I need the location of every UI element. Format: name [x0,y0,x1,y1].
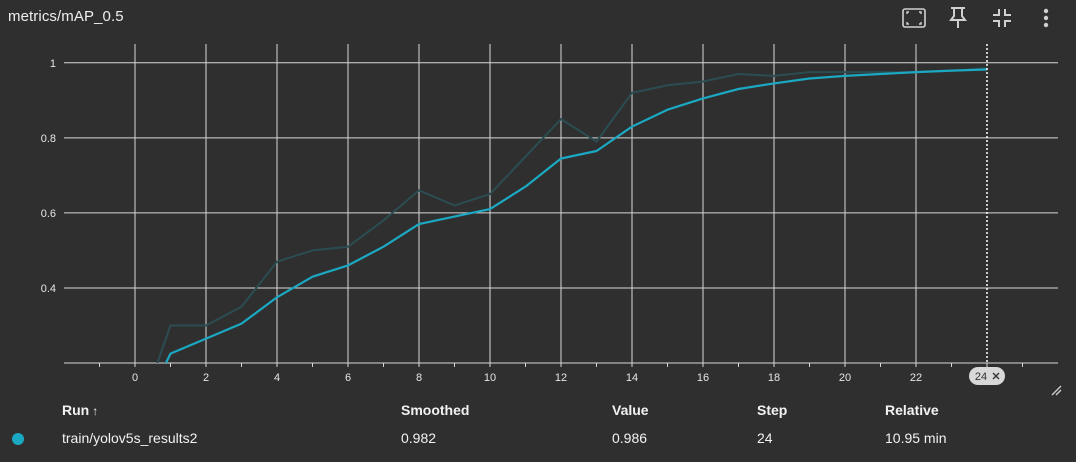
table-row: train/yolov5s_results2 0.982 0.986 24 10… [0,424,1076,452]
pin-button[interactable] [936,4,980,32]
x-tick-label: 4 [274,372,280,384]
raw-value: 0.986 [612,430,648,446]
smoothed-series-line[interactable] [135,68,988,397]
x-tick-label: 10 [484,372,496,384]
y-tick-label: 1 [50,58,56,70]
sort-ascending-icon: ↑ [92,404,99,418]
pin-icon [949,7,967,28]
run-name: train/yolov5s_results2 [62,430,198,446]
y-tick-label: 0.8 [41,133,56,145]
value-column-header[interactable]: Value [612,402,649,418]
step-column-header[interactable]: Step [757,402,788,418]
close-icon[interactable] [992,372,1000,380]
fit-domain-button[interactable] [892,4,936,32]
x-tick-label: 20 [839,372,851,384]
x-tick-label: 6 [345,372,351,384]
x-tick-label: 14 [626,372,638,384]
table-header: Run ↑ Smoothed Value Step Relative [0,396,1076,424]
more-options-button[interactable] [1024,4,1068,32]
run-color-swatch [12,433,24,445]
x-tick-label: 22 [910,372,922,384]
x-tick-label: 18 [768,372,780,384]
fit-domain-icon [902,8,926,28]
x-tick-label: 8 [416,372,422,384]
fullscreen-exit-button[interactable] [980,4,1024,32]
more-vertical-icon [1043,8,1049,28]
resize-handle-icon[interactable] [1050,384,1062,396]
step-cursor-label: 24 [975,371,987,383]
raw-series-line[interactable] [135,67,988,396]
x-tick-label: 2 [203,372,209,384]
run-header-label: Run [62,402,90,418]
x-tick-label: 16 [697,372,709,384]
smoothed-value: 0.982 [401,430,437,446]
relative-column-header[interactable]: Relative [885,402,939,418]
y-tick-label: 0.4 [41,283,56,295]
chart-title: metrics/mAP_0.5 [8,8,124,25]
run-column-header[interactable]: Run ↑ [62,402,98,418]
fullscreen-exit-icon [993,9,1011,27]
chart-toolbar [892,4,1068,32]
y-tick-label: 0.6 [41,208,56,220]
x-tick-label: 12 [555,372,567,384]
smoothed-column-header[interactable]: Smoothed [401,402,470,418]
relative-time: 10.95 min [885,430,947,446]
step-value: 24 [757,430,773,446]
step-cursor-badge[interactable] [969,367,1005,385]
runs-table: Run ↑ Smoothed Value Step Relative train/… [0,396,1076,452]
x-tick-label: 0 [132,372,138,384]
